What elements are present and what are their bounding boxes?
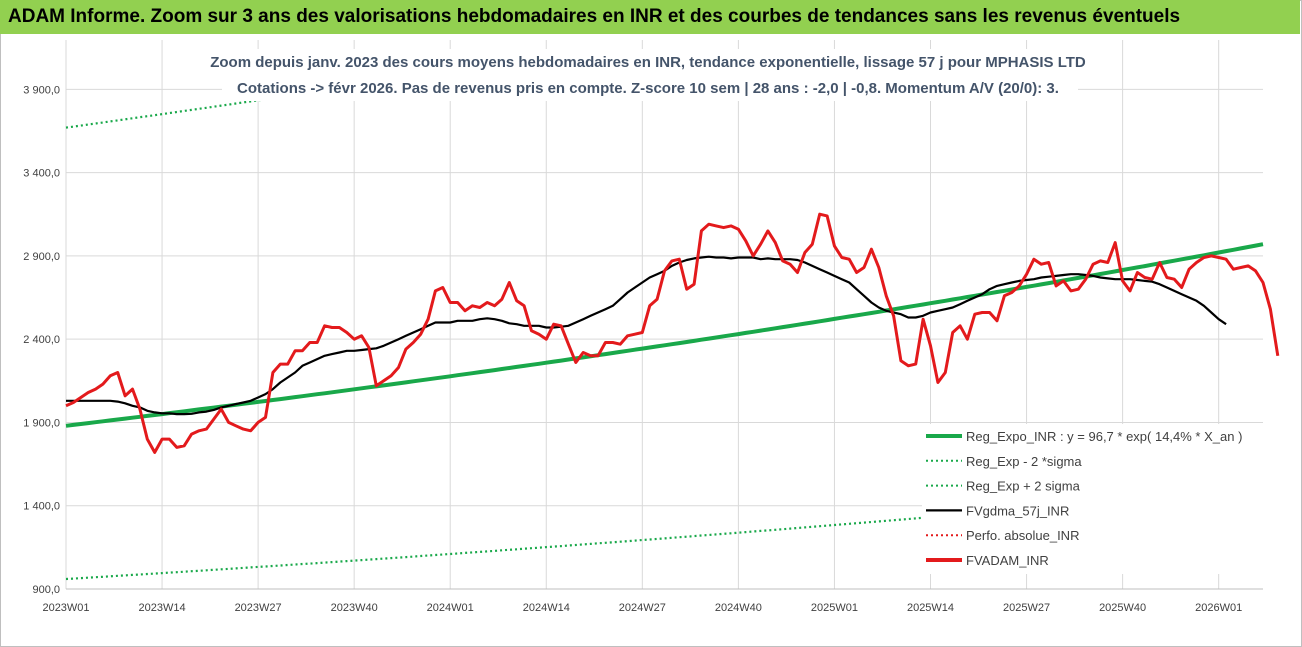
x-tick-label: 2024W40: [715, 602, 762, 614]
legend-label: Reg_Exp + 2 sigma: [966, 479, 1081, 494]
series-fvgdma-57j: [66, 255, 1227, 416]
y-tick-label: 900,0: [32, 584, 60, 596]
y-tick-label: 1 900,0: [23, 417, 60, 429]
y-tick-label: 1 400,0: [23, 501, 60, 513]
legend: Reg_Expo_INR : y = 96,7 * exp( 14,4% * X…: [926, 429, 1242, 568]
legend-label: Reg_Exp - 2 *sigma: [966, 454, 1082, 469]
y-axis-ticks: 900,0 1 400,0 1 900,0 2 400,0 2 900,0 3 400,0…: [23, 84, 60, 596]
legend-label: FVADAM_INR: [966, 553, 1049, 568]
y-tick-label: 3 400,0: [23, 168, 60, 180]
y-tick-label: 3 900,0: [23, 84, 60, 96]
chart-subtitle: Cotations -> févr 2026. Pas de revenus p…: [237, 80, 1059, 97]
x-tick-label: 2025W40: [1099, 602, 1146, 614]
x-tick-label: 2026W01: [1195, 602, 1242, 614]
x-tick-label: 2023W14: [139, 602, 186, 614]
chart-title: Zoom depuis janv. 2023 des cours moyens …: [210, 54, 1086, 71]
title-box: [222, 49, 1078, 101]
legend-label: Perfo. absolue_INR: [966, 528, 1079, 543]
legend-label: FVgdma_57j_INR: [966, 503, 1069, 518]
series-fvadam: [65, 212, 1280, 454]
x-tick-label: 2023W40: [331, 602, 378, 614]
legend-label: Reg_Expo_INR : y = 96,7 * exp( 14,4% * X…: [966, 429, 1242, 444]
x-tick-label: 2023W27: [235, 602, 282, 614]
series-reg-exp-plus-2-sigma: [65, 55, 547, 129]
x-tick-label: 2023W01: [42, 602, 89, 614]
x-tick-label: 2024W27: [619, 602, 666, 614]
x-tick-label: 2025W01: [811, 602, 858, 614]
x-tick-label: 2024W01: [427, 602, 474, 614]
x-tick-label: 2024W14: [523, 602, 570, 614]
legend-box: [922, 424, 1267, 574]
report-banner: ADAM Informe. Zoom sur 3 ans des valoris…: [0, 0, 1300, 34]
y-tick-label: 2 900,0: [23, 251, 60, 263]
x-tick-label: 2025W14: [907, 602, 954, 614]
x-axis-ticks: 2023W01 2023W14 2023W27 2023W40 2024W01 2024W…: [42, 602, 1242, 614]
x-tick-label: 2025W27: [1003, 602, 1050, 614]
y-tick-label: 2 400,0: [23, 334, 60, 346]
